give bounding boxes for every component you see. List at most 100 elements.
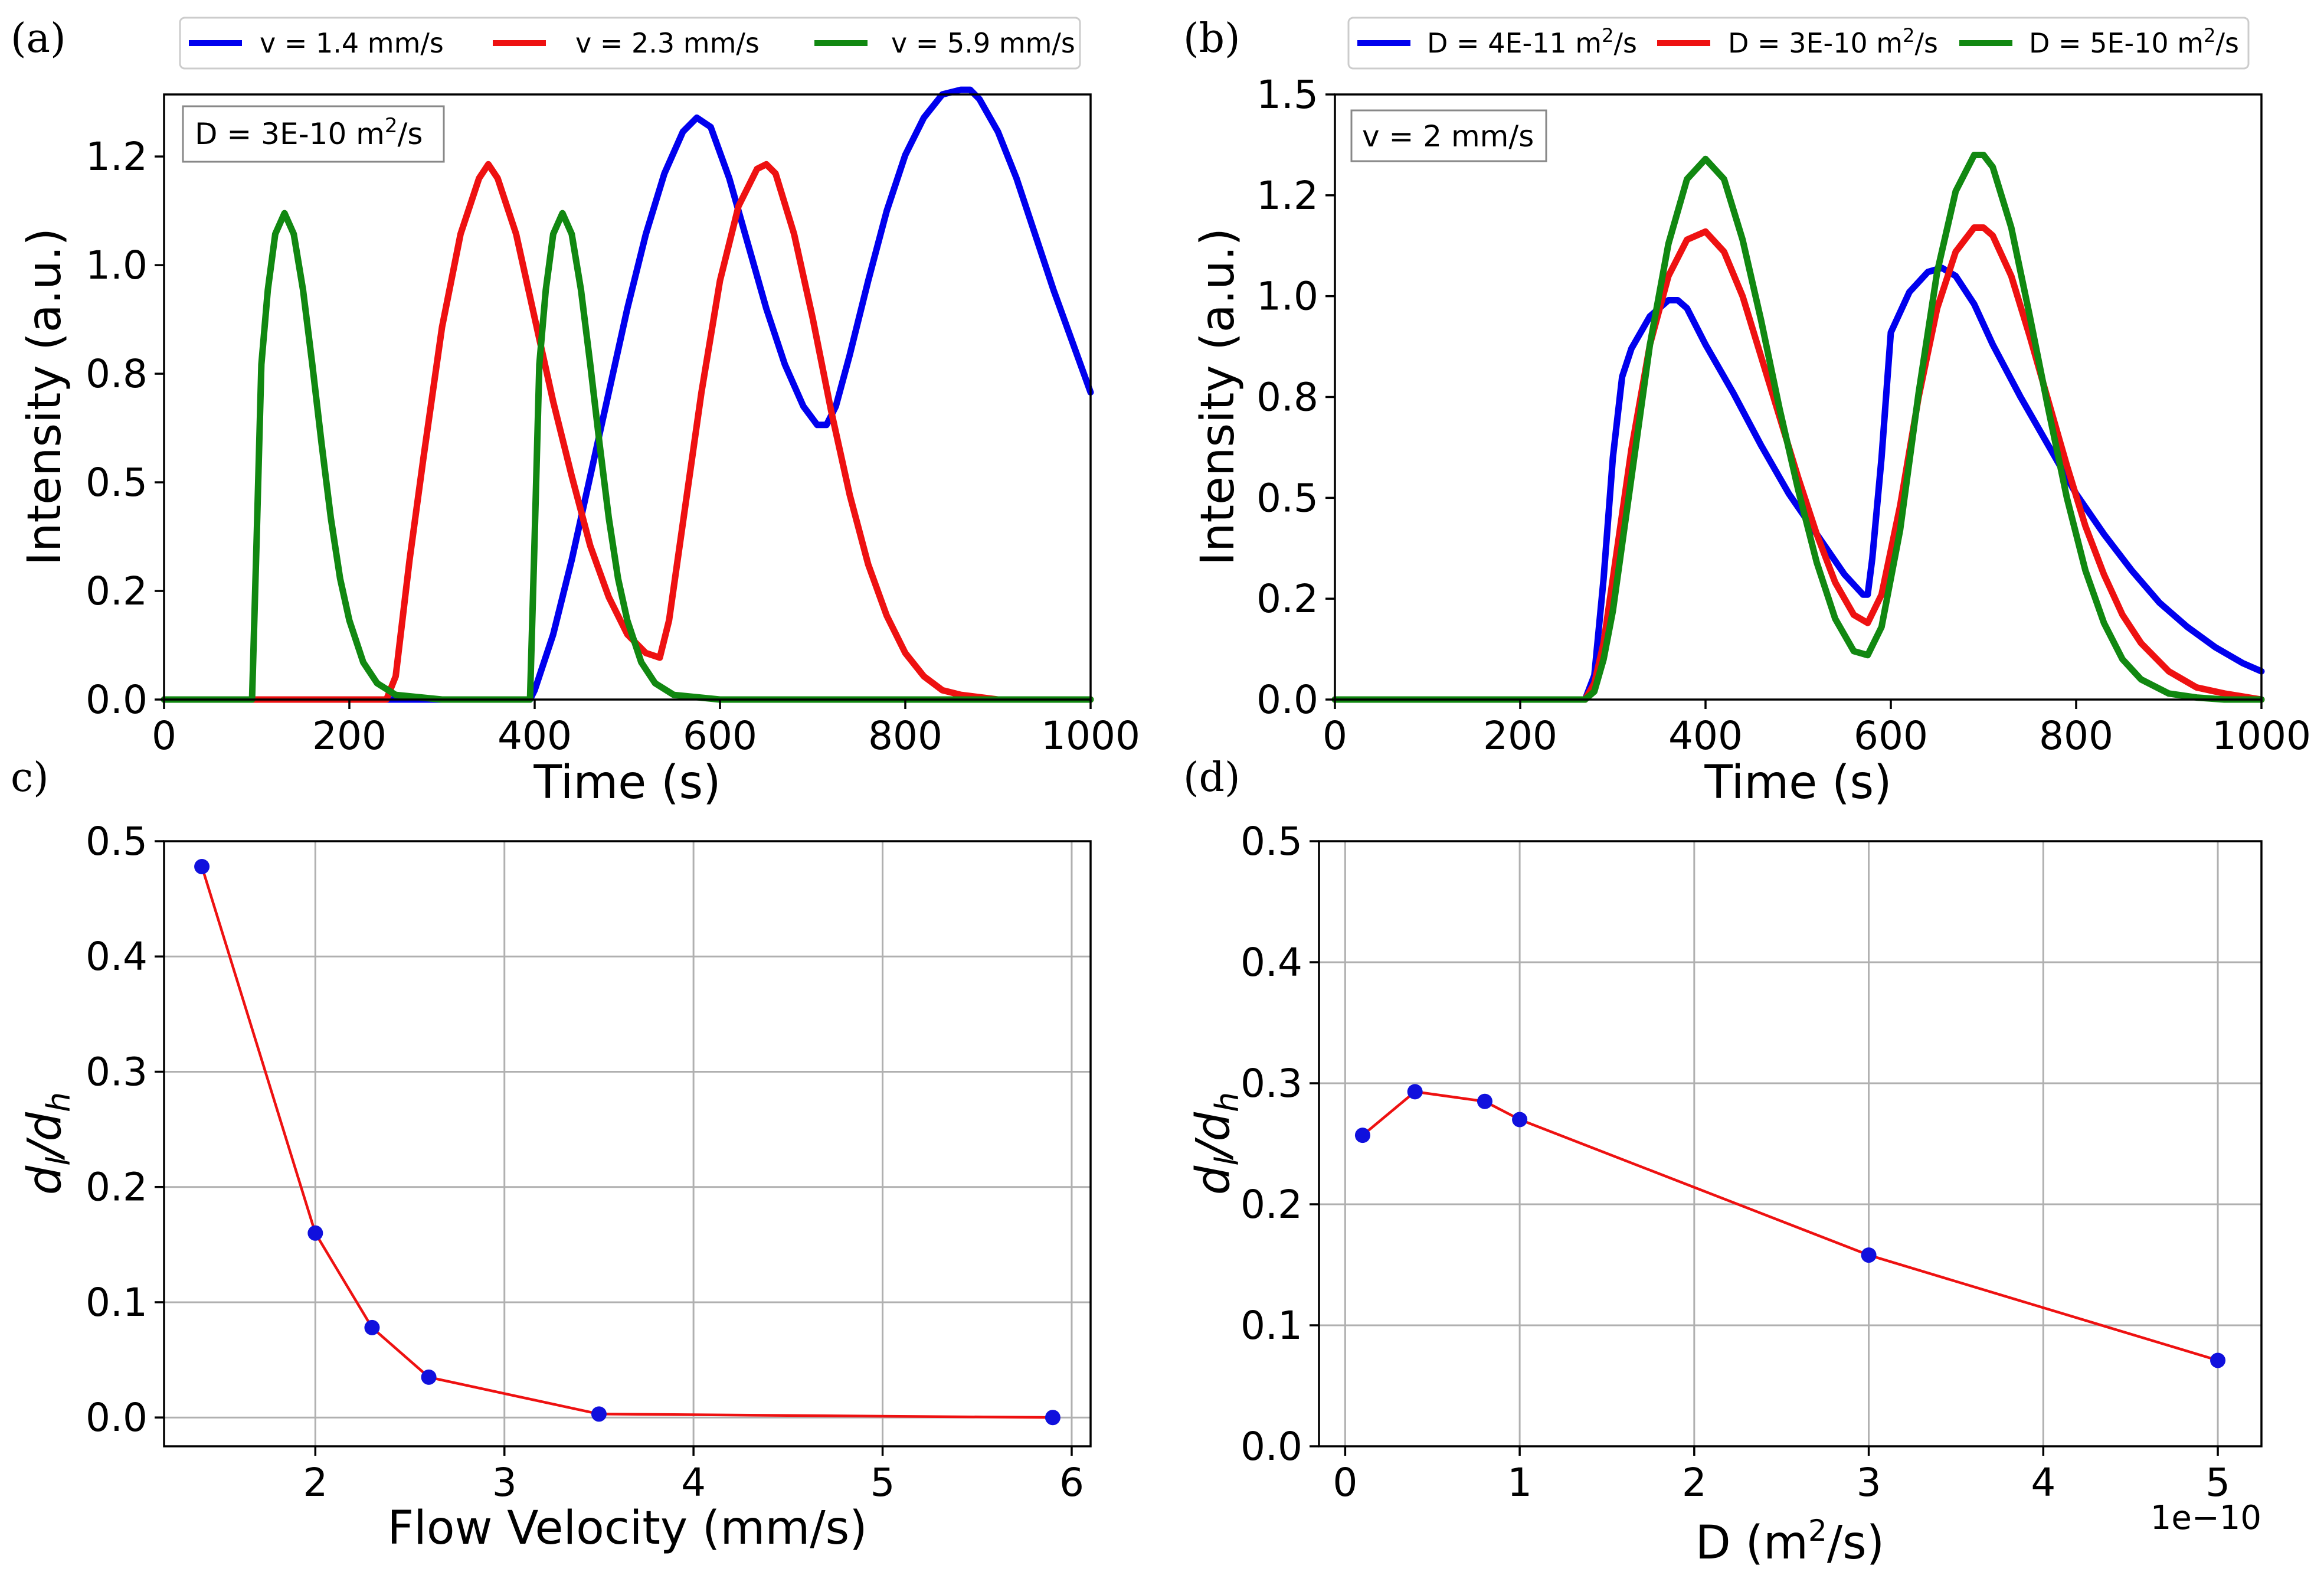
- x-tick-label: 400: [1668, 713, 1743, 759]
- series-line-a-1: [161, 161, 1094, 703]
- panel-a-annotation: D = 3E-10 m2/s: [182, 105, 445, 163]
- series-line-c: [200, 866, 1053, 1419]
- y-tick-label: 0.8: [86, 351, 148, 397]
- data-point-c: [194, 858, 210, 874]
- x-tick-label: 2: [1682, 1460, 1707, 1505]
- annotation-text-b: v = 2 mm/s: [1362, 119, 1534, 153]
- y-tick-label: 0.8: [1256, 375, 1318, 420]
- panel-c-y-axis-label: dl/dh: [18, 1092, 77, 1195]
- series-line-d: [1361, 1090, 2218, 1362]
- y-tick-label: 0.5: [1256, 475, 1318, 521]
- panel-d-x-axis-label: D (m2/s): [1695, 1514, 1884, 1570]
- annotation-sup: 2: [385, 114, 398, 138]
- data-point-d: [1354, 1128, 1370, 1143]
- panel-d-label: (d): [1183, 754, 1240, 801]
- panel-b-legend: D = 4E-11 m2/s D = 3E-10 m2/s D = 5E-10 …: [1347, 17, 2250, 70]
- data-point-d: [1407, 1084, 1423, 1100]
- panel-d-plot-frame: [1318, 840, 2263, 1447]
- legend-b-entry-1: D = 3E-10 m2/s: [1728, 24, 1938, 59]
- y-tick-label: 1.5: [1256, 72, 1318, 117]
- data-point-c: [364, 1319, 380, 1335]
- x-tick-label: 4: [2031, 1460, 2055, 1505]
- x-tick-label: 2: [303, 1460, 328, 1505]
- data-point-d: [1477, 1093, 1492, 1109]
- x-tick-label: 200: [1483, 713, 1557, 759]
- y-tick-label: 0.4: [86, 934, 148, 979]
- x-tick-label: 1000: [1041, 713, 1140, 759]
- x-tick-label: 1: [1507, 1460, 1532, 1505]
- y-tick-label: 0.4: [1240, 940, 1302, 985]
- legend-a-entry-1: v = 2.3 mm/s: [575, 27, 760, 59]
- x-tick-label: 600: [1854, 713, 1928, 759]
- y-tick-label: 0.0: [86, 677, 148, 723]
- x-tick-label: 5: [2205, 1460, 2230, 1505]
- x-tick-label: 1000: [2212, 713, 2311, 759]
- panel-b-x-axis-label: Time (s): [1704, 756, 1891, 809]
- annotation-text: D = 3E-10 m: [195, 117, 385, 151]
- y-tick-label: 0.0: [1256, 677, 1318, 723]
- annotation-tail: /s: [398, 117, 423, 151]
- x-tick-label: 3: [492, 1460, 517, 1505]
- y-tick-label: 1.2: [86, 134, 148, 179]
- x-tick-label: 800: [2039, 713, 2113, 759]
- x-tick-label: 200: [312, 713, 387, 759]
- series-line-b-2: [1331, 152, 2265, 703]
- series-line-b-1: [1331, 224, 2265, 703]
- data-point-d: [1512, 1112, 1528, 1128]
- y-tick-label: 0.2: [86, 1165, 148, 1210]
- y-tick-label: 0.3: [86, 1049, 148, 1094]
- panel-b-annotation: v = 2 mm/s: [1350, 109, 1547, 162]
- x-tick-label: 0: [1323, 713, 1347, 759]
- panel-d-y-axis-label: dl/dh: [1187, 1092, 1246, 1195]
- y-tick-label: 0.2: [1256, 576, 1318, 622]
- panel-a-legend: v = 1.4 mm/s v = 2.3 mm/s v = 5.9 mm/s: [179, 17, 1081, 70]
- panel-d-offset-text: 1e−10: [2150, 1499, 2261, 1537]
- panel-c-plot-frame: [163, 840, 1092, 1447]
- series-line-a-2: [161, 210, 1094, 703]
- x-tick-label: 5: [870, 1460, 895, 1505]
- y-tick-label: 1.0: [86, 243, 148, 288]
- panel-b: (b) 0 200 400 600 800 1000 0.0 0.2 0.5 0.8 1.0 1.2…: [1183, 15, 2311, 809]
- y-tick-label: 0.3: [1240, 1061, 1302, 1106]
- legend-a-entry-0: v = 1.4 mm/s: [260, 27, 444, 59]
- panel-b-label: (b): [1183, 15, 1240, 62]
- x-tick-label: 4: [681, 1460, 706, 1505]
- panel-c-label: c): [11, 754, 49, 801]
- panel-d: (d) 0 1 2 3 4 5 0.0 0.1 0.2 0.3 0.4 0.5 1e−10 D (m…: [1183, 754, 2263, 1570]
- y-tick-label: 0.5: [86, 819, 148, 864]
- svg-text:D = 3E-10 m2/s: D = 3E-10 m2/s: [195, 114, 423, 151]
- x-tick-label: 600: [683, 713, 757, 759]
- series-line-b-0: [1331, 264, 2265, 703]
- x-tick-label: 3: [1857, 1460, 1881, 1505]
- x-tick-label: 0: [152, 713, 176, 759]
- y-tick-label: 0.5: [1240, 819, 1302, 864]
- data-point-d: [1861, 1247, 1877, 1263]
- panel-a-x-axis-label: Time (s): [533, 756, 721, 809]
- y-tick-label: 0.2: [1240, 1182, 1302, 1227]
- y-tick-label: 0.0: [1240, 1424, 1302, 1469]
- y-tick-label: 1.2: [1256, 173, 1318, 218]
- data-point-c: [591, 1406, 607, 1422]
- x-tick-label: 800: [868, 713, 942, 759]
- data-point-c: [421, 1369, 437, 1385]
- panel-a-plot-frame: [163, 93, 1092, 701]
- y-tick-label: 0.1: [86, 1280, 148, 1325]
- legend-b-entry-0: D = 4E-11 m2/s: [1427, 24, 1637, 59]
- y-tick-label: 0.2: [86, 568, 148, 614]
- panel-a: (a) 0 200 400 600 800 1000 0.0 0.2 0.5 0.8 1.0 1.2…: [11, 15, 1140, 809]
- panel-c: c) 2 3 4 5 6 0.0 0.1 0.2 0.3 0.4 0.5 Flow Velocit…: [11, 754, 1092, 1555]
- series-line-a-0: [161, 86, 1094, 703]
- x-tick-label: 400: [497, 713, 572, 759]
- panel-a-label: (a): [11, 15, 66, 62]
- y-tick-label: 0.1: [1240, 1303, 1302, 1348]
- data-point-c: [307, 1225, 323, 1241]
- y-tick-label: 0.5: [86, 460, 148, 505]
- legend-a-entry-2: v = 5.9 mm/s: [891, 27, 1075, 59]
- panel-c-x-axis-label: Flow Velocity (mm/s): [387, 1502, 867, 1555]
- y-tick-label: 1.0: [1256, 274, 1318, 319]
- y-tick-label: 0.0: [86, 1395, 148, 1440]
- legend-b-entry-2: D = 5E-10 m2/s: [2029, 24, 2239, 59]
- panel-b-y-axis-label: Intensity (a.u.): [1192, 228, 1245, 566]
- x-tick-label: 0: [1333, 1460, 1357, 1505]
